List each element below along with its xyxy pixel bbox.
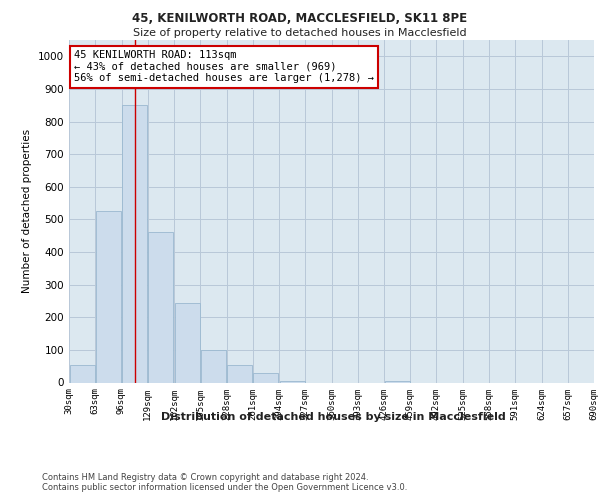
- Bar: [70, 364, 95, 382]
- Bar: [227, 364, 252, 382]
- Text: Distribution of detached houses by size in Macclesfield: Distribution of detached houses by size …: [161, 412, 505, 422]
- Text: 45, KENILWORTH ROAD, MACCLESFIELD, SK11 8PE: 45, KENILWORTH ROAD, MACCLESFIELD, SK11 …: [133, 12, 467, 26]
- Bar: [253, 372, 278, 382]
- Bar: [122, 105, 147, 382]
- Text: Contains HM Land Registry data © Crown copyright and database right 2024.: Contains HM Land Registry data © Crown c…: [42, 472, 368, 482]
- Bar: [148, 232, 173, 382]
- Text: Size of property relative to detached houses in Macclesfield: Size of property relative to detached ho…: [133, 28, 467, 38]
- Bar: [280, 381, 305, 382]
- Text: 45 KENILWORTH ROAD: 113sqm
← 43% of detached houses are smaller (969)
56% of sem: 45 KENILWORTH ROAD: 113sqm ← 43% of deta…: [74, 50, 374, 84]
- Text: Contains public sector information licensed under the Open Government Licence v3: Contains public sector information licen…: [42, 484, 407, 492]
- Bar: [201, 350, 226, 382]
- Y-axis label: Number of detached properties: Number of detached properties: [22, 129, 32, 294]
- Bar: [175, 302, 200, 382]
- Bar: [96, 211, 121, 382]
- Bar: [385, 381, 410, 382]
